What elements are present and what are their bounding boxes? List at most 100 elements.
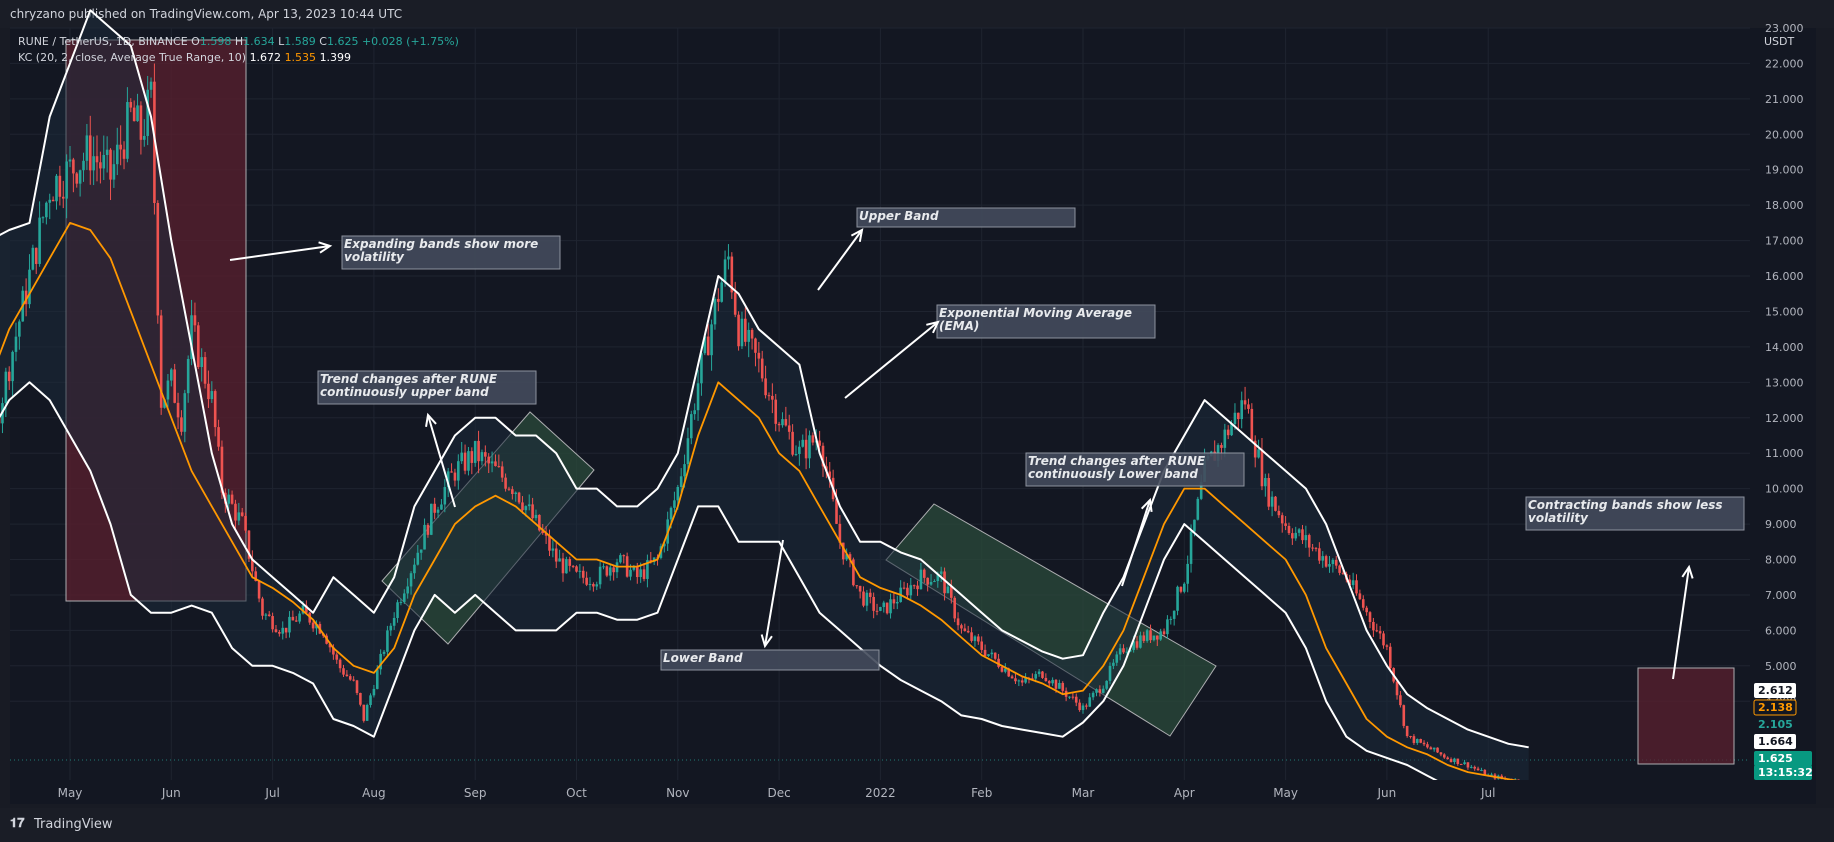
candle-body xyxy=(571,565,575,567)
candle-body xyxy=(1085,705,1088,707)
candle-body xyxy=(142,135,146,140)
candle-body xyxy=(514,492,518,495)
candle-body xyxy=(436,509,440,513)
candle-body xyxy=(78,170,82,184)
candle-body xyxy=(1061,682,1065,691)
candle-body xyxy=(348,676,352,680)
candle-body xyxy=(301,605,305,614)
price-tag-label: 2.138 xyxy=(1758,701,1793,714)
candle-body xyxy=(1078,702,1081,711)
candle-body xyxy=(28,269,31,305)
candle-body xyxy=(234,503,237,521)
annotation-upper-band: Upper Band xyxy=(856,207,1076,228)
candle-body xyxy=(1459,763,1463,765)
candle-body xyxy=(679,476,683,487)
arrow-shaft xyxy=(1672,566,1690,680)
candle-body xyxy=(879,607,882,611)
candle-body xyxy=(1409,736,1412,738)
candle-body xyxy=(311,622,315,629)
brand-name[interactable]: TradingView xyxy=(34,817,113,832)
candle-body xyxy=(511,489,514,495)
candle-body xyxy=(1196,498,1200,520)
candle-body xyxy=(926,577,929,585)
candle-body xyxy=(575,566,578,572)
candle-body xyxy=(34,247,38,264)
candle-body xyxy=(882,602,886,608)
candle-body xyxy=(1152,635,1156,641)
candle-body xyxy=(916,585,919,590)
candle-body xyxy=(271,616,274,630)
candle-body xyxy=(845,554,848,560)
price-tag-label: 2.612 xyxy=(1758,684,1793,697)
candle-body xyxy=(1189,531,1193,564)
candle-body xyxy=(95,156,99,163)
tradingview-logo-icon[interactable]: 𝟏𝟕 xyxy=(10,816,25,831)
candle-body xyxy=(841,542,845,560)
candle-body xyxy=(460,452,463,462)
candle-body xyxy=(1351,580,1355,586)
candle-body xyxy=(808,435,811,459)
close-label: C xyxy=(319,35,327,48)
candle-body xyxy=(1328,564,1331,567)
candle-body xyxy=(781,419,784,426)
candle-body xyxy=(369,695,372,706)
arrow-head xyxy=(1140,497,1153,513)
candle-body xyxy=(1297,529,1301,533)
candle-body xyxy=(1220,445,1223,448)
candle-body xyxy=(61,196,65,199)
candle-body xyxy=(973,636,977,641)
candle-body xyxy=(1142,635,1146,641)
annotation-text: Trend changes after RUNE xyxy=(1028,454,1206,468)
candle-body xyxy=(122,149,126,159)
candle-body xyxy=(504,477,507,489)
candle-body xyxy=(440,504,443,510)
ema-line xyxy=(0,222,1529,784)
candle-body xyxy=(548,535,551,551)
candle-body xyxy=(619,555,622,563)
price-axis[interactable]: 4.0005.0006.0007.0008.0009.00010.00011.0… xyxy=(1752,22,1816,804)
candle-body xyxy=(1007,668,1011,677)
candle-body xyxy=(517,492,521,503)
candle-body xyxy=(1348,579,1352,586)
open-value: 1.598 xyxy=(199,35,232,48)
candle-body xyxy=(733,292,737,315)
candle-body xyxy=(977,636,980,642)
candle-body xyxy=(581,570,585,578)
candle-body xyxy=(872,596,875,611)
arrow-head xyxy=(1681,564,1694,579)
candle-body xyxy=(453,472,457,481)
open-label: O xyxy=(191,35,200,48)
price-tag-bg xyxy=(1754,765,1812,780)
candle-body xyxy=(183,393,187,432)
candle-body xyxy=(723,259,727,283)
candle-body xyxy=(315,623,318,629)
time-axis[interactable]: May Jun Jul Aug Sep Oct Nov Dec 2022 Feb Mar Apr May… xyxy=(10,780,1752,804)
candle-body xyxy=(929,581,933,585)
candle-body xyxy=(835,499,838,524)
candle-body xyxy=(396,602,399,618)
candle-body xyxy=(1382,633,1385,646)
candle-body xyxy=(906,587,909,596)
candle-body xyxy=(190,315,193,359)
candle-body xyxy=(811,435,815,443)
candle-body xyxy=(1257,449,1260,458)
candle-body xyxy=(507,488,511,490)
close-value: 1.625 xyxy=(326,35,359,48)
candle-body xyxy=(1358,593,1362,600)
candle-body xyxy=(257,581,261,599)
candle-body xyxy=(41,217,45,219)
candle-body xyxy=(355,680,359,693)
candle-body xyxy=(561,558,565,574)
candle-body xyxy=(885,602,889,614)
candle-body xyxy=(592,584,595,587)
candle-body xyxy=(612,567,615,573)
indicator-legend[interactable]: KC (20, 2, close, Average True Range, 10… xyxy=(18,51,351,64)
candle-body xyxy=(1186,563,1189,584)
candle-body xyxy=(1193,519,1196,532)
candle-body xyxy=(868,592,872,597)
candle-body xyxy=(983,649,987,656)
candle-body xyxy=(1446,757,1449,760)
symbol-legend[interactable]: RUNE / TetherUS, 1D, BINANCE O1.598 H1.6… xyxy=(18,35,459,48)
annotation-text: Lower Band xyxy=(663,651,743,665)
